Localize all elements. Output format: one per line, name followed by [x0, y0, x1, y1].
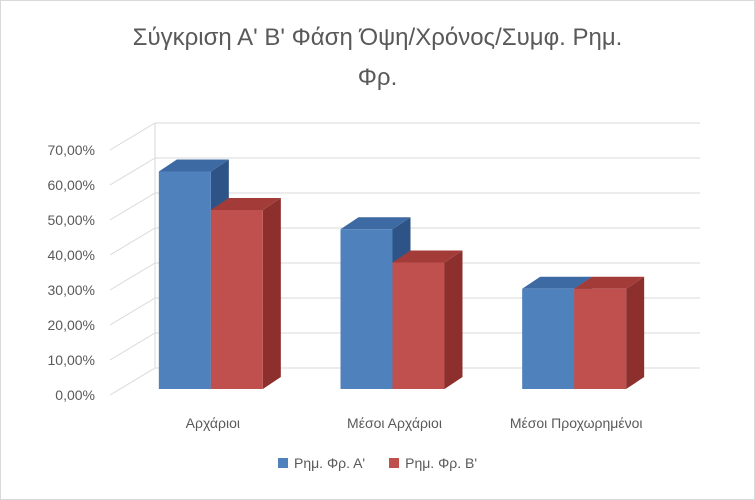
gridline-diagonal	[109, 262, 156, 291]
bar-series-b	[210, 210, 263, 389]
y-tick-label: 50,00%	[48, 212, 95, 228]
bar-series-a	[340, 229, 393, 389]
x-category-label: Μέσοι Αρχάριοι	[347, 415, 442, 431]
y-tick-label: 0,00%	[55, 387, 95, 403]
gridline-diagonal	[109, 157, 156, 186]
bar-side-series-b	[444, 250, 463, 389]
bar-top-series-b	[574, 276, 645, 289]
gridline-diagonal	[109, 192, 156, 221]
y-tick-label: 20,00%	[48, 317, 95, 333]
chart-title-line-2: Φρ.	[357, 64, 398, 91]
bar-series-b	[574, 288, 627, 389]
bar-series-a	[522, 288, 575, 389]
bar-series-b	[392, 262, 445, 389]
gridline-diagonal	[109, 122, 156, 151]
legend-label-series-b: Ρημ. Φρ. Β'	[405, 455, 478, 471]
bar-series-a	[158, 171, 211, 389]
bar-top-series-a	[340, 217, 411, 230]
gridline-diagonal	[109, 332, 156, 361]
bar-top-series-a	[158, 159, 229, 172]
y-tick-label: 60,00%	[48, 177, 95, 193]
legend-item-series-a: Ρημ. Φρ. Α'	[277, 455, 366, 471]
bar-top-series-b	[210, 198, 281, 210]
gridline-diagonal	[109, 297, 156, 326]
chart-title: Σύγκριση Α' Β' Φάση Όψη/Χρόνος/Συμφ. Ρημ…	[0, 18, 755, 98]
legend-swatch-series-a	[277, 458, 288, 468]
legend-label-series-a: Ρημ. Φρ. Α'	[293, 455, 366, 471]
legend: Ρημ. Φρ. Α' Ρημ. Φρ. Β'	[0, 455, 755, 471]
gridline-diagonal	[109, 367, 156, 396]
legend-swatch-series-b	[389, 458, 400, 468]
legend-item-series-b: Ρημ. Φρ. Β'	[389, 455, 477, 471]
y-tick-label: 70,00%	[48, 142, 95, 158]
bar-top-series-a	[522, 276, 593, 289]
bar-side-series-b	[626, 276, 645, 389]
bar-top-series-b	[392, 250, 463, 263]
gridline-diagonal	[109, 227, 156, 256]
chart-title-line-1: Σύγκριση Α' Β' Φάση Όψη/Χρόνος/Συμφ. Ρημ…	[132, 24, 623, 51]
y-tick-label: 40,00%	[48, 247, 95, 263]
x-category-label: Μέσοι Προχωρημένοι	[510, 415, 643, 431]
x-category-label: Αρχάριοι	[186, 415, 240, 431]
y-tick-label: 30,00%	[48, 282, 95, 298]
y-tick-label: 10,00%	[48, 352, 95, 368]
bar-side-series-b	[262, 198, 281, 389]
